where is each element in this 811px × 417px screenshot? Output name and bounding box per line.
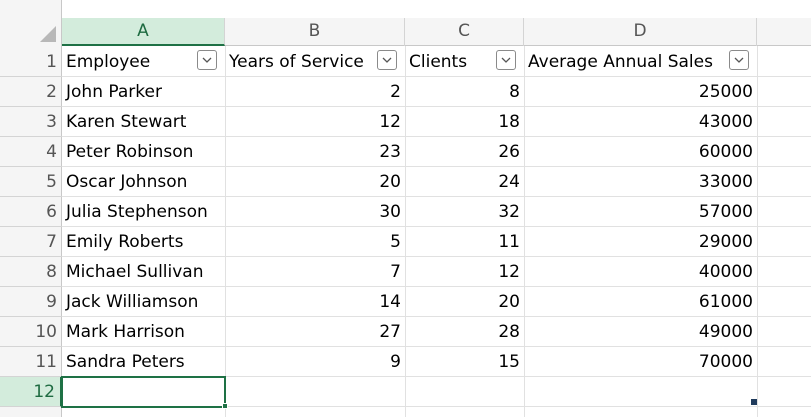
cell[interactable]: Peter Robinson [66,142,194,162]
cell[interactable]: John Parker [66,82,162,102]
cell[interactable]: 23 [379,142,401,162]
gridline [62,76,811,77]
row-header[interactable]: 2 [0,77,62,107]
row-header[interactable]: 3 [0,107,62,137]
cell[interactable]: 18 [498,112,520,132]
cell[interactable]: 70000 [698,352,753,372]
gridline [62,196,811,197]
gridline [62,166,811,167]
cell[interactable]: 20 [498,292,520,312]
column-header[interactable]: D [524,18,757,46]
cell[interactable]: 2 [390,82,401,102]
cell[interactable]: 20 [379,172,401,192]
header-cell[interactable]: Average Annual Sales [528,52,713,72]
cell[interactable]: 14 [379,292,401,312]
cell[interactable]: 30 [379,202,401,222]
cell[interactable]: 28 [498,322,520,342]
gridline [62,136,811,137]
column-header[interactable]: C [405,18,524,46]
cell[interactable]: 32 [498,202,520,222]
row-header[interactable]: 11 [0,347,62,377]
row-header[interactable]: 4 [0,137,62,167]
header-cell[interactable]: Employee [66,52,151,72]
cell[interactable]: 5 [390,232,401,252]
cell[interactable]: 8 [509,82,520,102]
gridline [62,286,811,287]
fill-handle [751,399,757,405]
cell[interactable]: 12 [379,112,401,132]
gridline [62,256,811,257]
gridline [62,406,811,407]
cell[interactable]: 15 [498,352,520,372]
cell[interactable]: 40000 [698,262,753,282]
cell[interactable]: Sandra Peters [66,352,185,372]
cell[interactable]: 27 [379,322,401,342]
row-header[interactable]: 10 [0,317,62,347]
column-header[interactable]: B [225,18,405,46]
cell[interactable]: 29000 [698,232,753,252]
cell[interactable]: 61000 [698,292,753,312]
cell[interactable]: 12 [498,262,520,282]
cell[interactable]: 57000 [698,202,753,222]
gridline [757,46,758,417]
filter-button[interactable] [377,50,397,70]
cell[interactable]: 7 [390,262,401,282]
cell[interactable]: 26 [498,142,520,162]
row-header[interactable]: 9 [0,287,62,317]
header-cell[interactable]: Years of Service [229,52,364,72]
cell[interactable]: 60000 [698,142,753,162]
cell[interactable]: Julia Stephenson [66,202,208,222]
cell[interactable]: Michael Sullivan [66,262,204,282]
filter-button[interactable] [496,50,516,70]
select-all[interactable] [38,24,58,44]
cell[interactable]: Karen Stewart [66,112,187,132]
row-header[interactable]: 7 [0,227,62,257]
cell[interactable]: 24 [498,172,520,192]
gridline [524,46,525,417]
filter-button[interactable] [197,50,217,70]
filter-button[interactable] [729,50,749,70]
cell[interactable]: 33000 [698,172,753,192]
row-header[interactable]: 8 [0,257,62,287]
cell[interactable]: 43000 [698,112,753,132]
gridline [62,226,811,227]
row-header[interactable]: 5 [0,167,62,197]
gridline [225,46,226,417]
row-header[interactable]: 6 [0,197,62,227]
gridline [62,316,811,317]
column-header[interactable] [757,18,811,46]
gridline [405,46,406,417]
gridline [62,106,811,107]
header-cell[interactable]: Clients [409,52,468,72]
cell[interactable]: 11 [498,232,520,252]
cell[interactable]: 25000 [698,82,753,102]
selected-cell [61,376,226,408]
cell[interactable]: Emily Roberts [66,232,184,252]
cell[interactable]: Mark Harrison [66,322,185,342]
column-header[interactable]: A [62,18,225,46]
gridline [62,376,811,377]
row-header-bar [0,0,62,417]
cell[interactable]: 9 [390,352,401,372]
row-header[interactable]: 12 [0,377,62,407]
cell[interactable]: Oscar Johnson [66,172,188,192]
cell[interactable]: Jack Williamson [66,292,199,312]
row-header[interactable]: 1 [0,47,62,77]
cell[interactable]: 49000 [698,322,753,342]
gridline [62,346,811,347]
fill-handle[interactable] [222,403,228,409]
